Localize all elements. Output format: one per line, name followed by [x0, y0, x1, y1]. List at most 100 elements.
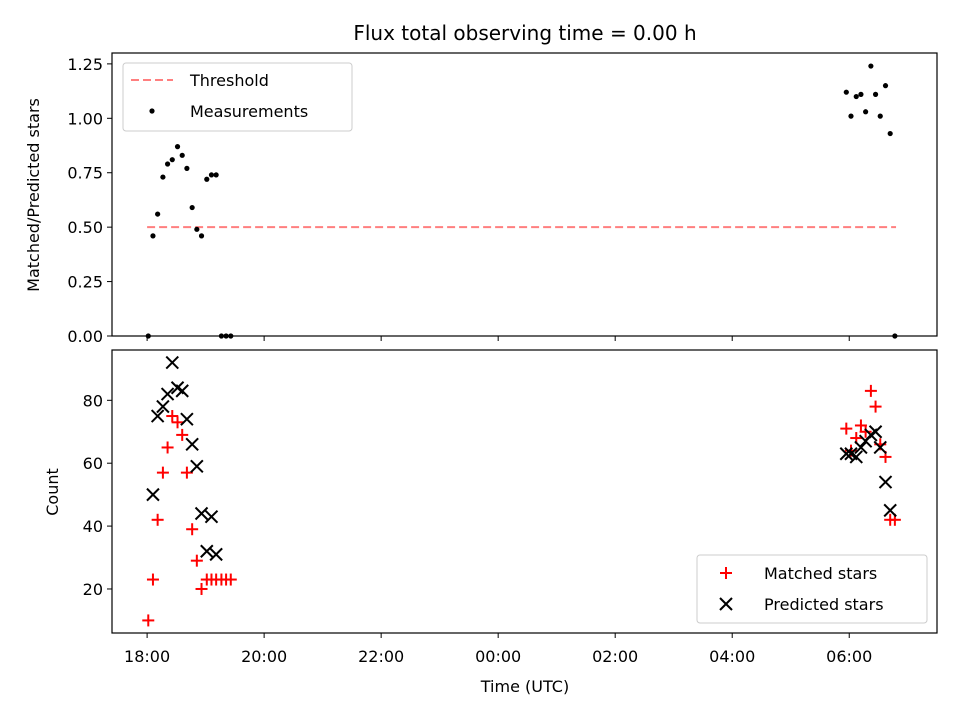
- matched-stars-point: [176, 428, 189, 441]
- measurements-point: [169, 157, 175, 163]
- count-panel-frame: [111, 349, 938, 634]
- measurements-point: [179, 152, 185, 158]
- x-axis-label: Time (UTC): [480, 677, 569, 696]
- matched-stars-point: [146, 573, 159, 586]
- matched-stars-point: [224, 573, 237, 586]
- legend-measurements-swatch: [149, 108, 155, 114]
- matched-stars-point: [864, 384, 877, 397]
- matched-stars-point: [854, 419, 867, 432]
- measurements-point: [882, 83, 889, 89]
- legend-measurements-label: Measurements: [190, 102, 308, 121]
- matched-stars-point: [171, 416, 184, 429]
- predicted-stars-point: [180, 412, 194, 426]
- predicted-stars-point: [150, 409, 165, 423]
- predicted-stars-point: [873, 440, 887, 455]
- x-tick-label: 04:00: [709, 647, 755, 666]
- ratio-legend-box: [122, 62, 353, 132]
- legend-predicted-swatch: [719, 597, 733, 611]
- matched-stars-point: [156, 466, 169, 479]
- measurements-point: [194, 226, 200, 232]
- measurements-point: [145, 333, 151, 339]
- measurements-point: [213, 172, 219, 178]
- predicted-stars-point: [190, 459, 204, 474]
- predicted-stars-point: [146, 487, 160, 502]
- x-tick-label: 22:00: [358, 647, 404, 666]
- matched-stars-point: [840, 422, 853, 435]
- ratio-y-tick-label: 1.00: [67, 109, 103, 128]
- legend-matched-label: Matched stars: [764, 564, 877, 583]
- predicted-stars-point: [849, 450, 863, 464]
- predicted-stars-point: [204, 509, 219, 524]
- count-y-tick-label: 20: [83, 580, 103, 599]
- ratio-y-tick-label: 1.25: [67, 55, 103, 74]
- ratio-legend: Threshold Measurements: [122, 62, 353, 132]
- predicted-stars-point: [200, 544, 214, 558]
- x-tick-label: 06:00: [826, 647, 872, 666]
- legend-matched-swatch: [720, 567, 732, 579]
- predicted-stars-point: [839, 447, 854, 461]
- predicted-stars-point: [209, 547, 223, 562]
- x-tick-label: 00:00: [475, 647, 521, 666]
- ratio-y-tick-label: 0.75: [67, 164, 103, 183]
- measurements-point: [218, 333, 225, 339]
- count-x-ticks: 18:00 20:00 22:00 00:00 02:00 04:00 06:00: [124, 633, 872, 666]
- measurements-point: [204, 176, 210, 182]
- ratio-panel-frame: [111, 52, 938, 337]
- predicted-stars-point: [194, 506, 209, 521]
- measurements-point: [877, 113, 883, 119]
- count-panel: 20 40 60 80 18:00 20:00 22:00 00:00 02:00 04:00 0…: [43, 349, 938, 666]
- matched-stars-point: [195, 582, 208, 595]
- count-legend-box: [696, 554, 928, 624]
- ratio-x-ticks: [146, 336, 850, 341]
- measurements-point: [868, 63, 874, 69]
- measurements-point: [150, 233, 156, 239]
- measurements-point: [198, 233, 205, 239]
- ratio-y-ticks: 0.00 0.25 0.50 0.75 1.00 1.25: [67, 55, 112, 346]
- predicted-stars-point: [185, 437, 199, 452]
- predicted-stars-point: [854, 440, 868, 455]
- x-tick-label: 20:00: [241, 647, 287, 666]
- ratio-marks: [145, 63, 898, 339]
- measurements-point: [843, 89, 849, 95]
- measurements-point: [872, 91, 879, 97]
- measurements-point: [863, 109, 869, 115]
- predicted-stars-point: [165, 355, 179, 370]
- measurements-point: [853, 93, 859, 100]
- measurements-point: [228, 333, 234, 339]
- matched-stars-point: [190, 554, 203, 567]
- measurements-point: [858, 91, 864, 97]
- measurements-point: [189, 204, 195, 211]
- measurements-point: [164, 161, 171, 167]
- ratio-panel: 0.00 0.25 0.50 0.75 1.00 1.25 Matched/Predict…: [24, 52, 938, 346]
- measurements-point: [184, 165, 190, 171]
- matched-stars-point: [142, 614, 155, 627]
- measurements-point: [160, 174, 166, 180]
- matched-stars-point: [186, 523, 199, 536]
- matched-stars-point: [869, 400, 882, 413]
- measurements-point: [155, 211, 161, 217]
- x-tick-label: 02:00: [592, 647, 638, 666]
- matched-stars-point: [180, 466, 193, 479]
- ratio-y-tick-label: 0.00: [67, 327, 103, 346]
- measurements-point: [892, 333, 898, 339]
- predicted-stars-point: [175, 384, 189, 398]
- measurements-point: [174, 144, 181, 150]
- predicted-stars-point: [878, 475, 893, 489]
- count-y-tick-label: 60: [83, 454, 103, 473]
- predicted-stars-point: [160, 387, 175, 401]
- count-y-axis-label: Count: [43, 468, 62, 516]
- x-tick-label: 18:00: [124, 647, 170, 666]
- measurements-point: [208, 172, 215, 178]
- matched-stars-point: [859, 425, 872, 438]
- predicted-stars-point: [868, 425, 883, 439]
- count-legend: Matched stars Predicted stars: [696, 554, 928, 624]
- count-marks: [142, 355, 901, 627]
- ratio-y-axis-label: Matched/Predicted stars: [24, 98, 43, 292]
- count-y-tick-label: 80: [83, 391, 103, 410]
- matched-stars-point: [161, 441, 174, 454]
- predicted-stars-point: [883, 503, 897, 518]
- measurements-point: [887, 130, 893, 137]
- chart-title: Flux total observing time = 0.00 h: [353, 21, 696, 45]
- matched-stars-point: [166, 410, 179, 423]
